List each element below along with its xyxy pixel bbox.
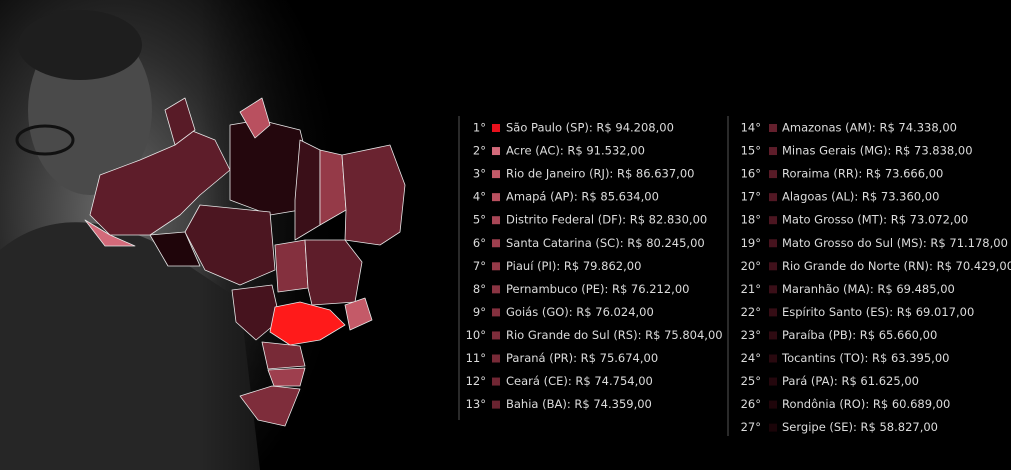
state-salary: Ceará (CE): R$ 74.754,00 bbox=[506, 374, 653, 388]
state-salary: Pará (PA): R$ 61.625,00 bbox=[782, 374, 919, 388]
rank: 24° bbox=[741, 351, 761, 365]
state-salary: Maranhão (MA): R$ 69.485,00 bbox=[782, 282, 955, 296]
state bbox=[149, 231, 201, 267]
color-swatch bbox=[492, 147, 500, 156]
rank: 7° bbox=[473, 259, 486, 273]
rank: 25° bbox=[741, 374, 761, 388]
rank: 3° bbox=[473, 167, 486, 181]
color-swatch bbox=[769, 262, 777, 271]
rank: 8° bbox=[473, 282, 486, 296]
state-salary: Rio Grande do Norte (RN): R$ 70.429,00 bbox=[782, 259, 1011, 273]
brazil-map bbox=[84, 97, 406, 427]
color-swatch bbox=[769, 400, 777, 409]
color-swatch bbox=[492, 285, 500, 294]
color-swatch bbox=[769, 423, 777, 432]
state-salary: Mato Grosso (MT): R$ 73.072,00 bbox=[782, 213, 968, 227]
state bbox=[274, 239, 309, 293]
state bbox=[239, 385, 301, 427]
rank: 4° bbox=[473, 190, 486, 204]
state-salary: Tocantins (TO): R$ 63.395,00 bbox=[781, 351, 949, 365]
state bbox=[239, 97, 271, 139]
state bbox=[344, 297, 373, 331]
color-swatch bbox=[769, 124, 777, 132]
state-salary: Rondônia (RO): R$ 60.689,00 bbox=[782, 397, 950, 411]
rank: 10° bbox=[466, 328, 486, 342]
rank: 18° bbox=[741, 213, 761, 227]
rank: 27° bbox=[741, 420, 761, 434]
state-salary: Mato Grosso do Sul (MS): R$ 71.178,00 bbox=[782, 236, 1008, 250]
state-salary: Paraíba (PB): R$ 65.660,00 bbox=[782, 328, 937, 342]
color-swatch bbox=[492, 170, 500, 179]
color-swatch bbox=[769, 193, 777, 202]
color-swatch bbox=[769, 170, 777, 179]
state bbox=[231, 284, 281, 341]
rank: 15° bbox=[741, 144, 761, 158]
state bbox=[261, 341, 306, 370]
rank: 19° bbox=[741, 236, 761, 250]
state-salary: Distrito Federal (DF): R$ 82.830,00 bbox=[506, 213, 707, 227]
rank: 6° bbox=[473, 236, 486, 250]
state-salary: Espírito Santo (ES): R$ 69.017,00 bbox=[782, 305, 974, 319]
state-salary: Pernambuco (PE): R$ 76.212,00 bbox=[506, 282, 689, 296]
color-swatch bbox=[769, 147, 777, 156]
state-salary: Amapá (AP): R$ 85.634,00 bbox=[506, 190, 659, 204]
state-salary: Amazonas (AM): R$ 74.338,00 bbox=[782, 121, 957, 135]
rank: 5° bbox=[473, 213, 486, 227]
state-salary: Santa Catarina (SC): R$ 80.245,00 bbox=[506, 236, 705, 250]
state bbox=[269, 301, 346, 346]
state bbox=[341, 144, 406, 246]
state-salary: Alagoas (AL): R$ 73.360,00 bbox=[782, 190, 939, 204]
color-swatch bbox=[492, 308, 500, 317]
rank: 22° bbox=[741, 305, 761, 319]
rank: 12° bbox=[466, 374, 486, 388]
color-swatch bbox=[769, 285, 777, 294]
rank: 9° bbox=[473, 305, 486, 319]
rank: 2° bbox=[473, 144, 486, 158]
state-salary: Rio Grande do Sul (RS): R$ 75.804,00 bbox=[506, 328, 723, 342]
state-salary: São Paulo (SP): R$ 94.208,00 bbox=[506, 121, 674, 135]
state-salary: Acre (AC): R$ 91.532,00 bbox=[506, 144, 645, 158]
state bbox=[294, 139, 321, 241]
state-salary: Roraima (RR): R$ 73.666,00 bbox=[782, 167, 943, 181]
state-salary: Rio de Janeiro (RJ): R$ 86.637,00 bbox=[506, 167, 694, 181]
color-swatch bbox=[769, 308, 777, 317]
rank: 1° bbox=[473, 121, 486, 135]
rank: 21° bbox=[741, 282, 761, 296]
rank: 17° bbox=[741, 190, 761, 204]
state bbox=[89, 129, 231, 236]
color-swatch bbox=[492, 239, 500, 248]
rank: 11° bbox=[466, 351, 486, 365]
color-swatch bbox=[769, 239, 777, 248]
color-swatch bbox=[492, 377, 500, 386]
rank: 23° bbox=[741, 328, 761, 342]
color-swatch bbox=[492, 262, 500, 271]
state bbox=[267, 367, 306, 387]
state-salary: Bahia (BA): R$ 74.359,00 bbox=[506, 397, 652, 411]
color-swatch bbox=[492, 193, 500, 202]
rank: 14° bbox=[741, 121, 761, 135]
color-swatch bbox=[492, 124, 500, 132]
state-salary: Paraná (PR): R$ 75.674,00 bbox=[506, 351, 658, 365]
rank: 26° bbox=[741, 397, 761, 411]
rank: 16° bbox=[741, 167, 761, 181]
state-salary: Goiás (GO): R$ 76.024,00 bbox=[506, 305, 654, 319]
state-salary: Sergipe (SE): R$ 58.827,00 bbox=[782, 420, 938, 434]
color-swatch bbox=[492, 216, 500, 225]
color-swatch bbox=[492, 331, 500, 340]
rank: 20° bbox=[741, 259, 761, 273]
ranking-list: 1° São Paulo (SP): R$ 94.208,00 2° Acre (AC… bbox=[466, 121, 1011, 435]
color-swatch bbox=[492, 354, 500, 363]
state-salary: Minas Gerais (MG): R$ 73.838,00 bbox=[782, 144, 973, 158]
color-swatch bbox=[769, 331, 777, 340]
color-swatch bbox=[769, 354, 777, 363]
state-salary: Piauí (PI): R$ 79.862,00 bbox=[506, 259, 641, 273]
color-swatch bbox=[769, 216, 777, 225]
rank: 13° bbox=[466, 397, 486, 411]
color-swatch bbox=[769, 377, 777, 386]
state bbox=[84, 219, 136, 247]
color-swatch bbox=[492, 400, 500, 409]
state bbox=[164, 97, 196, 146]
